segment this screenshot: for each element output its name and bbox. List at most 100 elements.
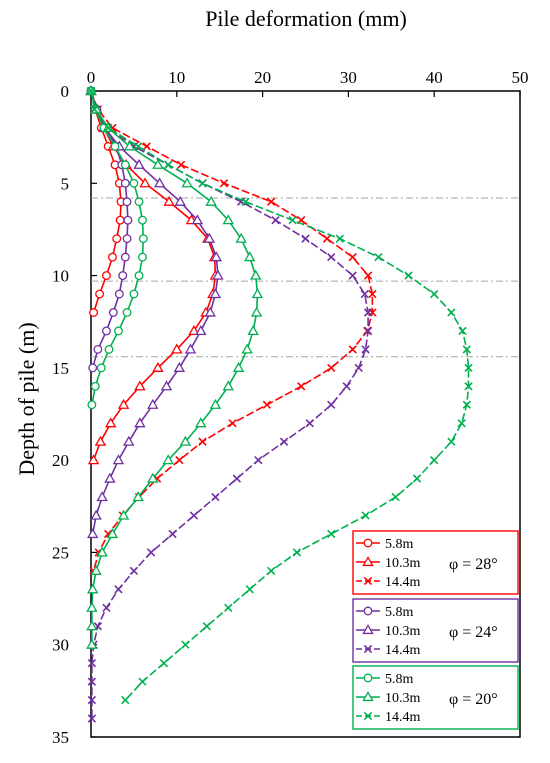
data-point — [368, 289, 377, 299]
data-point — [181, 177, 193, 188]
data-point — [241, 197, 250, 206]
legend-box — [352, 530, 519, 595]
data-point — [232, 474, 242, 483]
data-point — [335, 234, 344, 243]
data-point — [95, 289, 105, 299]
data-point — [254, 455, 263, 465]
data-point — [112, 234, 122, 244]
data-point — [327, 252, 336, 262]
legend-entry-label: 10.3m — [385, 624, 421, 639]
data-point — [163, 195, 175, 206]
data-point — [103, 123, 113, 133]
data-point — [118, 271, 128, 281]
data-point — [152, 158, 164, 169]
plot-area: 0 10 20 30 40 50 0 5 10 15 20 25 30 35 — [52, 68, 529, 747]
legend-marker — [363, 711, 373, 721]
data-point — [189, 511, 199, 520]
data-point — [203, 232, 216, 243]
data-point — [122, 234, 132, 244]
data-point — [86, 601, 98, 612]
data-point — [87, 714, 97, 723]
data-point — [288, 216, 297, 225]
data-point — [363, 326, 373, 336]
series-line — [90, 90, 369, 719]
data-point — [108, 308, 118, 317]
x-tick-label: 20 — [254, 68, 271, 87]
data-point — [188, 325, 200, 336]
series-1 — [86, 86, 126, 317]
data-point — [292, 548, 302, 557]
data-point — [348, 345, 357, 354]
data-point — [162, 454, 174, 465]
data-point — [86, 583, 99, 594]
data-point — [96, 491, 108, 502]
data-point — [87, 454, 100, 465]
data-point — [96, 546, 108, 557]
data-point — [121, 695, 130, 705]
data-point — [129, 289, 139, 299]
data-point — [430, 455, 439, 465]
data-point — [462, 345, 471, 354]
data-point — [464, 363, 473, 373]
y-tick-label: 35 — [52, 728, 69, 747]
data-point — [146, 548, 156, 557]
data-point — [391, 492, 400, 502]
series-line — [90, 90, 129, 369]
legend-phi-label: φ = 24° — [449, 624, 498, 641]
series-line — [90, 90, 145, 405]
data-point — [267, 197, 276, 206]
data-point — [430, 289, 439, 299]
series-9 — [86, 86, 473, 705]
data-point — [87, 659, 97, 668]
data-point — [134, 380, 146, 391]
data-point — [222, 214, 235, 225]
legend-entry-label: 10.3m — [385, 556, 421, 571]
data-point — [112, 454, 125, 465]
data-point — [195, 417, 207, 428]
data-point — [176, 160, 186, 169]
data-point — [122, 308, 132, 317]
data-point — [139, 177, 151, 188]
legend-group-1: 5.8m 10.3m 14.4m φ = 28° — [352, 530, 519, 595]
data-point — [104, 472, 116, 483]
legend-marker — [362, 691, 374, 702]
y-tick-label: 30 — [52, 636, 69, 655]
data-point — [198, 179, 207, 188]
data-point — [204, 306, 216, 317]
data-point — [205, 195, 217, 206]
data-point — [322, 234, 332, 243]
legend-box — [352, 598, 519, 663]
data-point — [327, 363, 336, 373]
data-point — [106, 528, 119, 539]
data-point — [101, 326, 111, 336]
data-point — [327, 400, 336, 409]
data-point — [86, 86, 96, 96]
data-point — [457, 419, 466, 428]
series-line — [90, 90, 259, 645]
data-point — [360, 289, 369, 299]
data-point — [87, 677, 97, 686]
data-point — [250, 269, 262, 280]
data-point — [179, 435, 192, 446]
y-tick-label: 15 — [52, 359, 69, 378]
data-point — [153, 177, 166, 188]
x-tick-label: 30 — [340, 68, 357, 87]
data-point — [132, 491, 144, 502]
x-tick-label: 10 — [168, 68, 185, 87]
data-point — [147, 472, 159, 483]
data-point — [120, 252, 130, 262]
series-3 — [86, 86, 377, 576]
data-point — [104, 344, 114, 354]
data-point — [90, 105, 99, 114]
data-point — [94, 435, 107, 446]
data-point — [134, 271, 144, 281]
data-point — [462, 400, 471, 409]
x-tick-label: 0 — [87, 68, 96, 87]
data-point — [195, 325, 207, 336]
data-point — [133, 158, 145, 169]
legend-marker — [363, 606, 373, 616]
data-point — [134, 142, 143, 151]
data-point — [412, 474, 422, 483]
data-point — [222, 380, 235, 391]
data-point — [114, 585, 123, 594]
